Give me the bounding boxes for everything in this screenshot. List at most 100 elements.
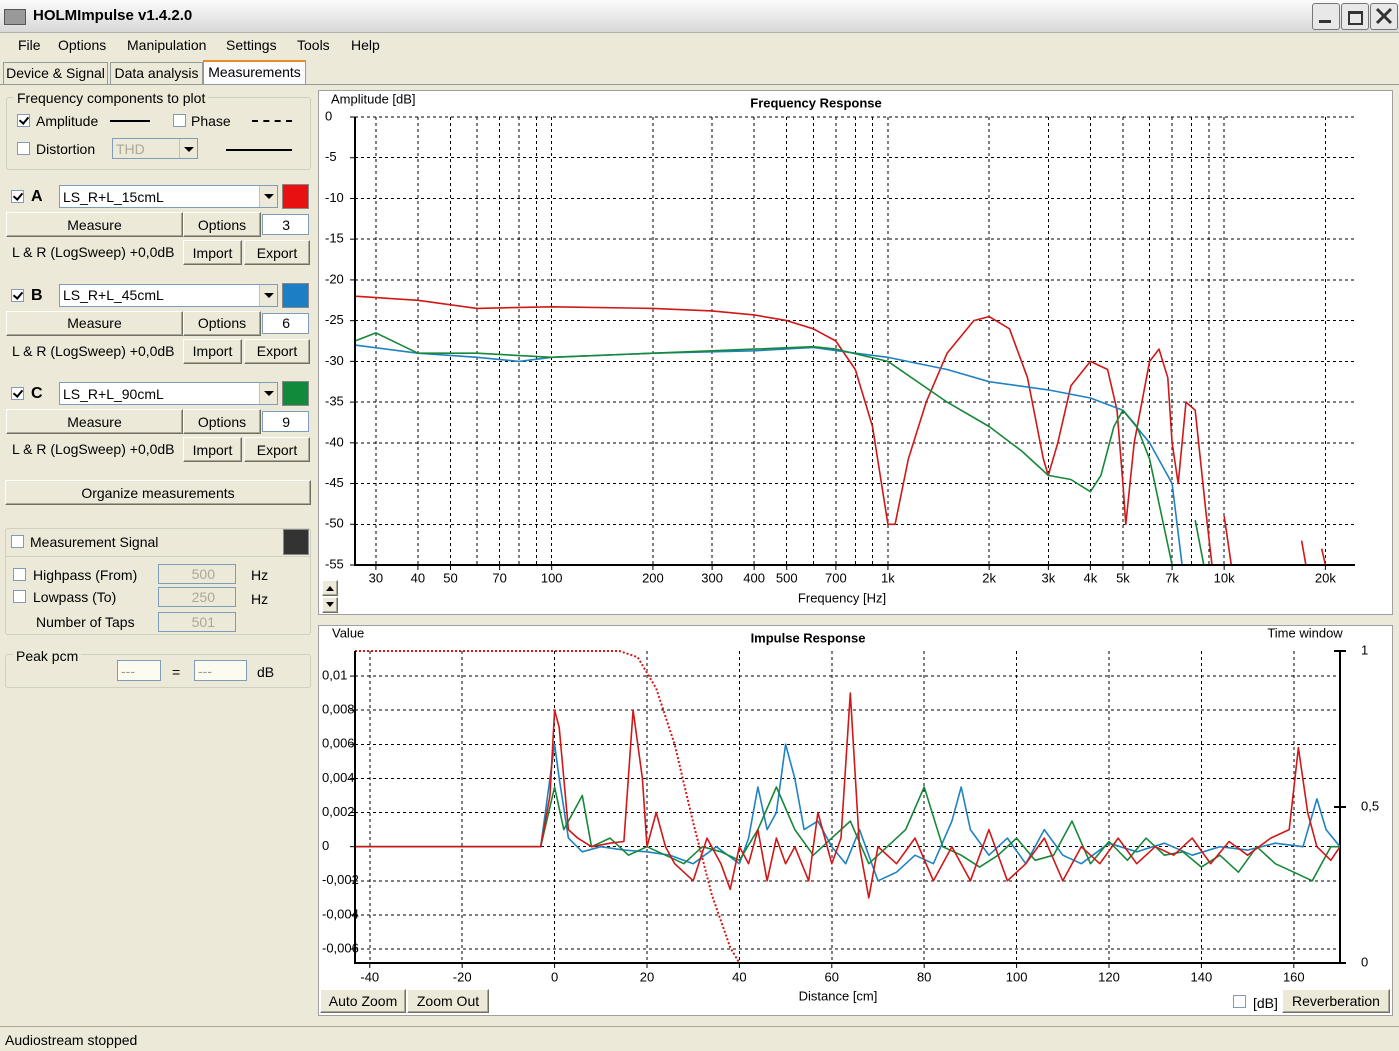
export-button[interactable]: Export xyxy=(244,437,310,462)
x-tick-label: 100 xyxy=(1006,969,1028,984)
y-tick-label: -0,004 xyxy=(322,906,359,921)
menu-item[interactable]: Options xyxy=(58,37,107,53)
signal-label: L & R (LogSweep) +0,0dB xyxy=(12,342,175,359)
count-spinner[interactable]: 6 xyxy=(262,312,309,334)
count-spinner[interactable]: 9 xyxy=(262,411,309,432)
tab[interactable]: Measurements xyxy=(203,60,306,84)
minimize-button[interactable] xyxy=(1312,3,1340,30)
peak-db-field[interactable]: --- xyxy=(194,660,247,681)
peak-pcm-field[interactable]: --- xyxy=(117,660,161,681)
distortion-select[interactable]: THD xyxy=(112,138,198,159)
y-tick-label: -10 xyxy=(325,190,344,205)
y-tick-label: 0,004 xyxy=(322,770,355,785)
maximize-button[interactable] xyxy=(1341,3,1369,30)
zoom-out-button[interactable]: Zoom Out xyxy=(407,989,489,1013)
reverberation-button[interactable]: Reverberation xyxy=(1282,989,1390,1013)
tab[interactable]: Device & Signal xyxy=(3,62,108,84)
menu-bar: File Options Manipulation Settings Tools Help xyxy=(0,33,1399,58)
export-button[interactable]: Export xyxy=(244,338,310,364)
dropdown-arrow xyxy=(259,284,277,306)
impulse-panel xyxy=(318,625,1393,1016)
amplitude-checkbox[interactable] xyxy=(17,114,30,127)
lowpass-checkbox[interactable] xyxy=(13,590,26,603)
y2-tick-label: 1 xyxy=(1361,642,1368,657)
x-tick-label: 500 xyxy=(776,570,798,585)
dropdown-arrow xyxy=(259,186,277,207)
peak-title: Peak pcm xyxy=(13,648,82,664)
measurement-color[interactable] xyxy=(282,184,309,209)
impulse-chart: -40 -20 0 20 40 60 80 100 120 140 160-0,006-0,004-… xyxy=(322,626,1379,1003)
close-button[interactable] xyxy=(1370,3,1398,30)
y-tick-label: 0,008 xyxy=(322,702,355,717)
scroll-down[interactable] xyxy=(322,597,338,613)
measurement-color[interactable] xyxy=(282,381,309,406)
app-icon xyxy=(4,9,26,25)
phase-label: Phase xyxy=(191,113,231,129)
x-tick-label: 70 xyxy=(492,570,506,585)
menu-item[interactable]: Tools xyxy=(297,37,330,53)
highpass-input[interactable]: 500 xyxy=(158,564,236,584)
options-button[interactable]: Options xyxy=(183,212,261,237)
phase-checkbox[interactable] xyxy=(173,114,186,127)
measurement-select[interactable]: LS_R+L_45cmL xyxy=(59,283,278,307)
taps-input[interactable]: 501 xyxy=(158,612,236,632)
title-bar: HOLMImpulse v1.4.2.0 xyxy=(0,0,1399,33)
measurement-checkbox[interactable] xyxy=(11,190,24,203)
measurement-select[interactable]: LS_R+L_15cmL xyxy=(59,185,278,208)
import-button[interactable]: Import xyxy=(183,338,242,364)
distortion-checkbox[interactable] xyxy=(17,142,30,155)
measurement-name: LS_R+L_45cmL xyxy=(63,287,164,303)
menu-item[interactable]: Help xyxy=(351,37,380,53)
signal-label: Measurement Signal xyxy=(30,534,159,550)
auto-zoom-button[interactable]: Auto Zoom xyxy=(320,989,406,1013)
frequency-chart: 30 40 50 70 100 200 300 400 500 700 1k 2k 3k 4k 5k 7k 10… xyxy=(325,91,1355,605)
signal-header xyxy=(6,529,310,557)
tab[interactable]: Data analysis xyxy=(110,62,203,84)
x-tick-label: 300 xyxy=(701,570,723,585)
db-checkbox[interactable] xyxy=(1233,995,1246,1008)
scroll-up[interactable] xyxy=(322,580,338,596)
import-button[interactable]: Import xyxy=(183,437,242,462)
signal-checkbox[interactable] xyxy=(11,535,24,548)
y-tick-label: -40 xyxy=(325,434,344,449)
highpass-checkbox[interactable] xyxy=(13,568,26,581)
measure-button[interactable]: Measure xyxy=(6,310,183,336)
menu-item[interactable]: Manipulation xyxy=(127,37,207,53)
y-tick-label: 0,002 xyxy=(322,804,355,819)
y-tick-label: 0,006 xyxy=(322,736,355,751)
x-tick-label: 5k xyxy=(1116,570,1130,585)
peak-group xyxy=(5,654,311,688)
import-button[interactable]: Import xyxy=(183,240,242,265)
export-button[interactable]: Export xyxy=(244,240,310,265)
tab-bar: Device & Signal Data analysis Measurements xyxy=(0,60,1399,85)
measurement-checkbox[interactable] xyxy=(11,288,24,302)
y-tick-label: -20 xyxy=(325,271,344,286)
axis-frame xyxy=(354,651,1340,964)
measurement-checkbox[interactable] xyxy=(11,387,24,400)
signal-color[interactable] xyxy=(283,529,309,555)
hz-label: Hz xyxy=(251,567,269,583)
measure-button[interactable]: Measure xyxy=(6,409,183,434)
signal-label: L & R (LogSweep) +0,0dB xyxy=(12,244,175,260)
options-button[interactable]: Options xyxy=(183,310,261,336)
y-tick-label: 0,01 xyxy=(322,668,347,683)
line-sample xyxy=(226,149,292,151)
y-tick-label: -35 xyxy=(325,394,344,409)
distortion-label: Distortion xyxy=(36,141,96,157)
measurement-letter: A xyxy=(31,188,43,205)
tab-line xyxy=(0,84,1399,85)
close-icon xyxy=(1375,7,1393,25)
measure-button[interactable]: Measure xyxy=(6,212,183,237)
up-icon xyxy=(326,586,334,591)
options-button[interactable]: Options xyxy=(183,409,261,434)
menu-item[interactable]: Settings xyxy=(226,37,277,53)
highpass-label: Highpass (From) xyxy=(33,567,138,583)
menu-item[interactable]: File xyxy=(18,37,41,53)
x-tick-label: 2k xyxy=(982,570,996,585)
count-spinner[interactable]: 3 xyxy=(262,214,309,235)
measurement-color[interactable] xyxy=(282,282,309,308)
lowpass-input[interactable]: 250 xyxy=(158,587,236,607)
series-line xyxy=(355,650,1340,964)
organize-button[interactable]: Organize measurements xyxy=(5,480,311,505)
measurement-select[interactable]: LS_R+L_90cmL xyxy=(59,382,278,405)
